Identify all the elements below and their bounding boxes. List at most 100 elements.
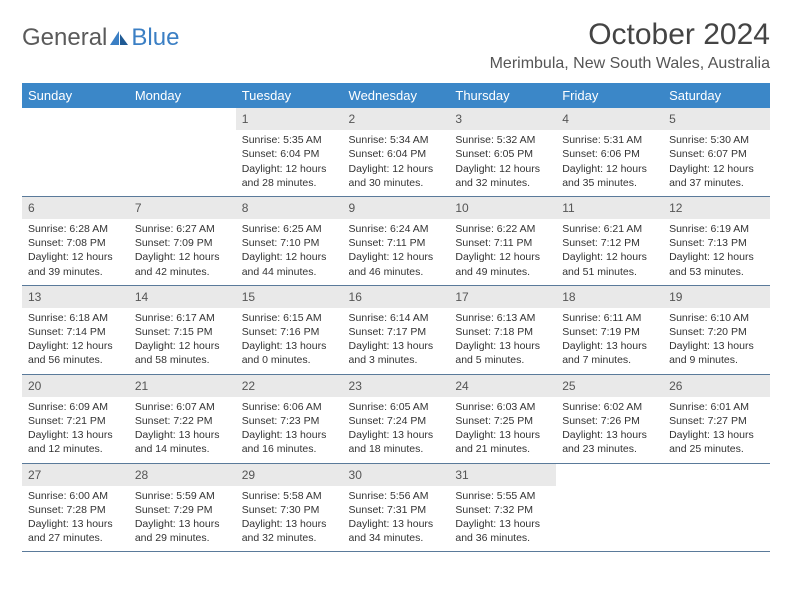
day-header: Friday bbox=[556, 83, 663, 108]
sunset-text: Sunset: 7:20 PM bbox=[669, 325, 764, 339]
day-body: Sunrise: 5:31 AMSunset: 6:06 PMDaylight:… bbox=[556, 130, 663, 196]
calendar-day: 3Sunrise: 5:32 AMSunset: 6:05 PMDaylight… bbox=[449, 108, 556, 196]
day-body: Sunrise: 5:59 AMSunset: 7:29 PMDaylight:… bbox=[129, 486, 236, 552]
day-number: 12 bbox=[663, 197, 770, 219]
day-body: Sunrise: 6:09 AMSunset: 7:21 PMDaylight:… bbox=[22, 397, 129, 463]
day-header: Tuesday bbox=[236, 83, 343, 108]
sunset-text: Sunset: 7:27 PM bbox=[669, 414, 764, 428]
day-number: 8 bbox=[236, 197, 343, 219]
day-body: Sunrise: 5:56 AMSunset: 7:31 PMDaylight:… bbox=[343, 486, 450, 552]
daylight-text: Daylight: 13 hours and 12 minutes. bbox=[28, 428, 123, 456]
daylight-text: Daylight: 12 hours and 44 minutes. bbox=[242, 250, 337, 278]
day-body: Sunrise: 5:34 AMSunset: 6:04 PMDaylight:… bbox=[343, 130, 450, 196]
sunrise-text: Sunrise: 6:19 AM bbox=[669, 222, 764, 236]
calendar-day: 5Sunrise: 5:30 AMSunset: 6:07 PMDaylight… bbox=[663, 108, 770, 196]
sunset-text: Sunset: 7:31 PM bbox=[349, 503, 444, 517]
day-body: Sunrise: 6:19 AMSunset: 7:13 PMDaylight:… bbox=[663, 219, 770, 285]
calendar-day: 17Sunrise: 6:13 AMSunset: 7:18 PMDayligh… bbox=[449, 285, 556, 374]
day-header: Saturday bbox=[663, 83, 770, 108]
sunset-text: Sunset: 6:06 PM bbox=[562, 147, 657, 161]
daylight-text: Daylight: 13 hours and 0 minutes. bbox=[242, 339, 337, 367]
sunrise-text: Sunrise: 6:03 AM bbox=[455, 400, 550, 414]
day-number: 10 bbox=[449, 197, 556, 219]
header: General Blue October 2024 Merimbula, New… bbox=[22, 18, 770, 73]
day-body: Sunrise: 6:14 AMSunset: 7:17 PMDaylight:… bbox=[343, 308, 450, 374]
sunset-text: Sunset: 7:12 PM bbox=[562, 236, 657, 250]
calendar-day: 25Sunrise: 6:02 AMSunset: 7:26 PMDayligh… bbox=[556, 374, 663, 463]
sunrise-text: Sunrise: 5:59 AM bbox=[135, 489, 230, 503]
calendar-day: 18Sunrise: 6:11 AMSunset: 7:19 PMDayligh… bbox=[556, 285, 663, 374]
day-body: Sunrise: 6:06 AMSunset: 7:23 PMDaylight:… bbox=[236, 397, 343, 463]
daylight-text: Daylight: 13 hours and 3 minutes. bbox=[349, 339, 444, 367]
day-number: 15 bbox=[236, 286, 343, 308]
calendar-day: 10Sunrise: 6:22 AMSunset: 7:11 PMDayligh… bbox=[449, 196, 556, 285]
daylight-text: Daylight: 13 hours and 7 minutes. bbox=[562, 339, 657, 367]
sunrise-text: Sunrise: 6:06 AM bbox=[242, 400, 337, 414]
day-number: 25 bbox=[556, 375, 663, 397]
day-number: 16 bbox=[343, 286, 450, 308]
day-body: Sunrise: 6:05 AMSunset: 7:24 PMDaylight:… bbox=[343, 397, 450, 463]
day-body: Sunrise: 6:24 AMSunset: 7:11 PMDaylight:… bbox=[343, 219, 450, 285]
day-body: Sunrise: 6:10 AMSunset: 7:20 PMDaylight:… bbox=[663, 308, 770, 374]
calendar-day: 4Sunrise: 5:31 AMSunset: 6:06 PMDaylight… bbox=[556, 108, 663, 196]
calendar-day: 21Sunrise: 6:07 AMSunset: 7:22 PMDayligh… bbox=[129, 374, 236, 463]
sunset-text: Sunset: 7:15 PM bbox=[135, 325, 230, 339]
day-number: 13 bbox=[22, 286, 129, 308]
daylight-text: Daylight: 13 hours and 34 minutes. bbox=[349, 517, 444, 545]
calendar-day: 26Sunrise: 6:01 AMSunset: 7:27 PMDayligh… bbox=[663, 374, 770, 463]
calendar-day: . bbox=[22, 108, 129, 196]
calendar-day: 13Sunrise: 6:18 AMSunset: 7:14 PMDayligh… bbox=[22, 285, 129, 374]
sunrise-text: Sunrise: 5:32 AM bbox=[455, 133, 550, 147]
calendar-day: 28Sunrise: 5:59 AMSunset: 7:29 PMDayligh… bbox=[129, 463, 236, 552]
day-number: 30 bbox=[343, 464, 450, 486]
sunset-text: Sunset: 7:21 PM bbox=[28, 414, 123, 428]
sunrise-text: Sunrise: 6:11 AM bbox=[562, 311, 657, 325]
daylight-text: Daylight: 12 hours and 37 minutes. bbox=[669, 162, 764, 190]
day-number: 26 bbox=[663, 375, 770, 397]
day-number: 2 bbox=[343, 108, 450, 130]
day-body: Sunrise: 5:55 AMSunset: 7:32 PMDaylight:… bbox=[449, 486, 556, 552]
sunset-text: Sunset: 7:22 PM bbox=[135, 414, 230, 428]
sunrise-text: Sunrise: 6:07 AM bbox=[135, 400, 230, 414]
sunset-text: Sunset: 6:05 PM bbox=[455, 147, 550, 161]
daylight-text: Daylight: 13 hours and 21 minutes. bbox=[455, 428, 550, 456]
calendar-day: 16Sunrise: 6:14 AMSunset: 7:17 PMDayligh… bbox=[343, 285, 450, 374]
title-block: October 2024 Merimbula, New South Wales,… bbox=[490, 18, 770, 73]
calendar-day: 27Sunrise: 6:00 AMSunset: 7:28 PMDayligh… bbox=[22, 463, 129, 552]
day-number: 18 bbox=[556, 286, 663, 308]
sunrise-text: Sunrise: 6:24 AM bbox=[349, 222, 444, 236]
sunset-text: Sunset: 7:08 PM bbox=[28, 236, 123, 250]
sunset-text: Sunset: 7:11 PM bbox=[349, 236, 444, 250]
day-number: 19 bbox=[663, 286, 770, 308]
sunrise-text: Sunrise: 5:35 AM bbox=[242, 133, 337, 147]
day-number: 24 bbox=[449, 375, 556, 397]
day-body: Sunrise: 6:27 AMSunset: 7:09 PMDaylight:… bbox=[129, 219, 236, 285]
daylight-text: Daylight: 13 hours and 9 minutes. bbox=[669, 339, 764, 367]
sunset-text: Sunset: 6:04 PM bbox=[349, 147, 444, 161]
sail-icon bbox=[108, 26, 130, 44]
daylight-text: Daylight: 13 hours and 25 minutes. bbox=[669, 428, 764, 456]
sunset-text: Sunset: 7:11 PM bbox=[455, 236, 550, 250]
calendar-day: 23Sunrise: 6:05 AMSunset: 7:24 PMDayligh… bbox=[343, 374, 450, 463]
sunrise-text: Sunrise: 6:14 AM bbox=[349, 311, 444, 325]
calendar-day: 11Sunrise: 6:21 AMSunset: 7:12 PMDayligh… bbox=[556, 196, 663, 285]
day-number: 21 bbox=[129, 375, 236, 397]
calendar-day: 7Sunrise: 6:27 AMSunset: 7:09 PMDaylight… bbox=[129, 196, 236, 285]
day-number: 22 bbox=[236, 375, 343, 397]
daylight-text: Daylight: 13 hours and 5 minutes. bbox=[455, 339, 550, 367]
calendar-day: 12Sunrise: 6:19 AMSunset: 7:13 PMDayligh… bbox=[663, 196, 770, 285]
sunrise-text: Sunrise: 6:25 AM bbox=[242, 222, 337, 236]
day-body: Sunrise: 6:22 AMSunset: 7:11 PMDaylight:… bbox=[449, 219, 556, 285]
logo-text-blue: Blue bbox=[131, 24, 179, 52]
day-body: Sunrise: 6:02 AMSunset: 7:26 PMDaylight:… bbox=[556, 397, 663, 463]
day-body: Sunrise: 6:07 AMSunset: 7:22 PMDaylight:… bbox=[129, 397, 236, 463]
sunset-text: Sunset: 7:29 PM bbox=[135, 503, 230, 517]
calendar-day: 8 Sunrise: 6:25 AMSunset: 7:10 PMDaylight… bbox=[236, 196, 343, 285]
day-body: Sunrise: 5:35 AMSunset: 6:04 PMDaylight:… bbox=[236, 130, 343, 196]
sunrise-text: Sunrise: 6:18 AM bbox=[28, 311, 123, 325]
calendar-day: 20Sunrise: 6:09 AMSunset: 7:21 PMDayligh… bbox=[22, 374, 129, 463]
day-header: Sunday bbox=[22, 83, 129, 108]
calendar-day: . bbox=[556, 463, 663, 552]
day-number: 28 bbox=[129, 464, 236, 486]
sunset-text: Sunset: 7:10 PM bbox=[242, 236, 337, 250]
